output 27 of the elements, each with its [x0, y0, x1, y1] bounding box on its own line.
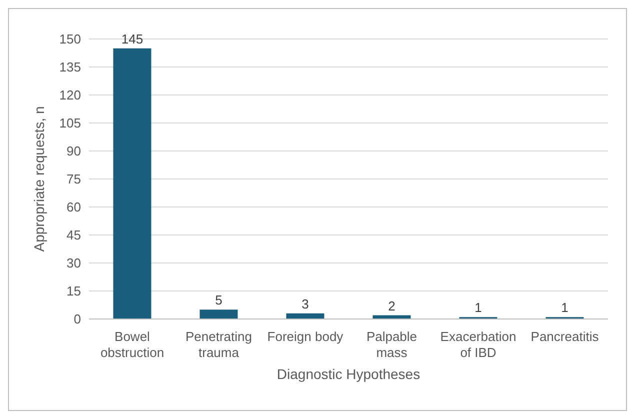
bar [200, 310, 238, 319]
y-tick-label: 150 [59, 32, 81, 47]
y-tick-label: 15 [66, 284, 81, 299]
data-label: 1 [474, 300, 482, 316]
y-tick-label: 30 [66, 256, 81, 271]
y-tick-label: 75 [66, 172, 81, 187]
x-tick-label: Foreign body [267, 329, 344, 344]
y-tick-label: 105 [59, 116, 81, 131]
x-tick-label: Penetrating trauma [186, 329, 252, 360]
data-label: 3 [302, 296, 309, 312]
x-tick-label: Pancreatitis [530, 329, 600, 344]
data-label: 145 [121, 31, 144, 46]
data-label: 1 [561, 300, 568, 316]
data-label: 5 [215, 292, 222, 308]
y-tick-label: 0 [74, 312, 81, 327]
x-axis-title: Diagnostic Hypotheses [276, 366, 420, 382]
x-tick-label: Exacerbation of IBD [440, 329, 516, 360]
y-tick-label: 45 [66, 228, 81, 243]
data-label: 2 [388, 298, 396, 314]
x-tick-label: Bowel obstruction [100, 329, 164, 360]
y-tick-label: 120 [59, 88, 81, 103]
y-tick-label: 90 [66, 144, 81, 159]
bar [113, 48, 152, 319]
y-axis-title: Appropriate requests, n [30, 106, 47, 252]
y-tick-label: 60 [66, 200, 81, 215]
x-tick-label: Palpable mass [366, 329, 418, 360]
y-tick-label: 135 [59, 60, 81, 75]
